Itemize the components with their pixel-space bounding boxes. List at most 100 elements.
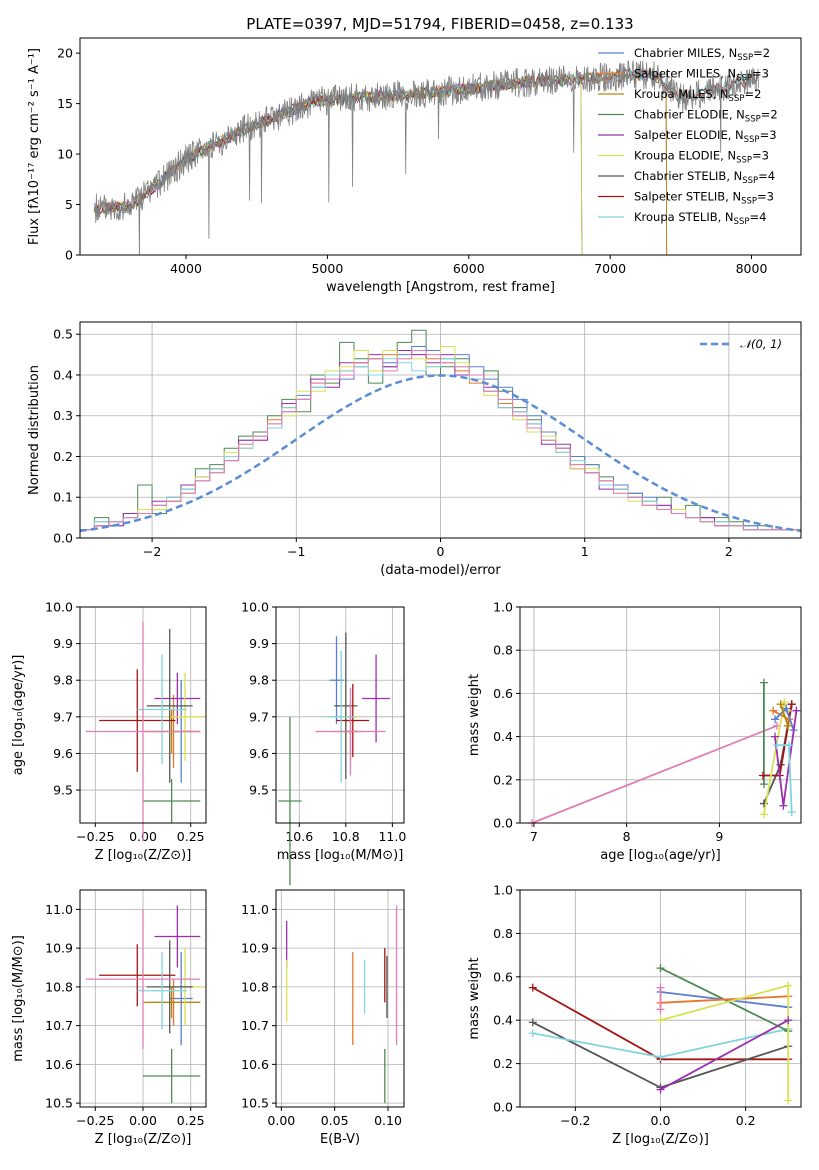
- y-tick-label: 0.1: [53, 490, 73, 505]
- age-vs-mass-panel: 10.6 10.8 11.0 9.5 9.6 9.7 9.8 9.9 10.0 mass [log…: [241, 600, 406, 886]
- y-tick-label: 9.8: [53, 673, 73, 688]
- plot-frame: [79, 321, 802, 539]
- y-tick-label: 0.0: [493, 1100, 513, 1115]
- mass-weight-line: [774, 710, 798, 806]
- x-tick-label: 8: [623, 829, 631, 844]
- y-tick-label: 9.5: [249, 783, 269, 798]
- data-point-marker: [792, 706, 801, 715]
- x-tick-label: 0.2: [736, 1113, 756, 1128]
- y-tick-label: 0.4: [53, 367, 73, 382]
- plot-frame: [79, 889, 207, 1108]
- mass-weight-line: [660, 995, 789, 1004]
- x-tick-label: 10.6: [285, 829, 313, 844]
- mass-weight-line: [779, 703, 789, 727]
- y-tick-label: 20: [57, 46, 73, 61]
- x-tick-label: 2: [725, 544, 733, 559]
- plot-frame: [275, 606, 405, 824]
- y-tick-label: 0.4: [493, 729, 513, 744]
- y-tick-label: 10.7: [45, 1018, 73, 1033]
- data-point-marker: [776, 700, 785, 709]
- data-point-marker: [771, 715, 780, 724]
- data-point-marker: [528, 983, 537, 992]
- x-tick-label: 5000: [311, 261, 343, 276]
- y-tick-label: 0.0: [53, 531, 73, 546]
- data-point-marker: [784, 741, 793, 750]
- y-tick-label: 9.7: [53, 709, 73, 724]
- data-point-marker: [787, 808, 796, 817]
- x-tick-label: 0.00: [267, 1113, 295, 1128]
- legend-entry: Kroupa STELIB, NSSP=4: [634, 210, 766, 227]
- y-axis-label: age [log₁₀(age/yr)]: [11, 655, 26, 776]
- x-tick-label: 9: [715, 829, 723, 844]
- y-tick-label: 0.6: [493, 969, 513, 984]
- mass-weight-vs-age-panel: 7 8 9 0.0 0.2 0.4 0.6 0.8 1.0 age [log₁₀(age/yr)]…: [467, 600, 802, 863]
- data-point-marker: [787, 700, 796, 709]
- x-tick-label: −0.25: [76, 1113, 114, 1128]
- x-tick-label: 4000: [170, 261, 202, 276]
- mass-weight-line: [531, 724, 778, 824]
- y-tick-label: 9.9: [53, 636, 73, 651]
- y-tick-label: 10.6: [45, 1057, 73, 1072]
- y-tick-label: 9.6: [249, 746, 269, 761]
- data-point-marker: [528, 1018, 537, 1027]
- y-tick-label: 0.2: [53, 449, 73, 464]
- x-tick-label: 11.0: [378, 829, 406, 844]
- legend-entry: Kroupa MILES, NSSP=2: [634, 87, 761, 104]
- y-tick-label: 10.0: [241, 600, 269, 615]
- x-axis-label: wavelength [Angstrom, rest frame]: [326, 280, 555, 295]
- y-tick-label: 11.0: [241, 902, 269, 917]
- legend-entry: 𝒩(0, 1): [740, 337, 782, 351]
- y-tick-label: 9.5: [53, 783, 73, 798]
- plot-frame: [79, 606, 207, 824]
- legend-entry: Salpeter ELODIE, NSSP=3: [634, 128, 777, 145]
- y-tick-label: 0.5: [53, 327, 73, 342]
- x-axis-label: E(B-V): [320, 1132, 360, 1147]
- data-point-marker: [656, 1053, 665, 1062]
- y-tick-label: 10.9: [241, 941, 269, 956]
- x-axis-label: mass [log₁₀(M/M⊙)]: [277, 848, 404, 863]
- y-tick-label: 9.7: [249, 709, 269, 724]
- y-tick-label: 10.6: [241, 1057, 269, 1072]
- residual-histogram-panel: −2 −1 0 1 2 0.0 0.1 0.2 0.3 0.4 0.5 (data-model)/er…: [27, 321, 802, 578]
- y-tick-label: 0.2: [493, 1056, 513, 1071]
- plot-frame: [79, 37, 802, 256]
- y-tick-label: 1.0: [493, 600, 513, 615]
- y-tick-label: 0.0: [493, 816, 513, 831]
- histogram-series: [79, 350, 801, 538]
- y-axis-label: mass weight: [467, 957, 482, 1039]
- x-tick-label: 7000: [594, 261, 626, 276]
- data-point-marker: [771, 732, 780, 741]
- y-axis-label: Normed distribution: [27, 365, 42, 495]
- legend-entry: Salpeter MILES, NSSP=3: [634, 67, 769, 84]
- legend-entry: Chabrier MILES, NSSP=2: [634, 46, 770, 63]
- data-point-marker: [784, 1096, 793, 1105]
- y-tick-label: 1.0: [493, 883, 513, 898]
- data-point-marker: [528, 1029, 537, 1038]
- mass-vs-metallicity-panel: −0.25 0.00 0.25 10.5 10.6 10.7 10.8 10.9 11.0 Z […: [11, 889, 207, 1147]
- x-tick-label: −2: [143, 544, 161, 559]
- x-tick-label: 0.05: [321, 1113, 349, 1128]
- y-tick-label: 0.2: [493, 772, 513, 787]
- data-point-marker: [656, 983, 665, 992]
- y-tick-label: 0.4: [493, 1013, 513, 1028]
- legend-entry: Salpeter STELIB, NSSP=3: [634, 190, 774, 207]
- y-tick-label: 0.8: [493, 643, 513, 658]
- y-tick-label: 10.8: [241, 979, 269, 994]
- plot-frame: [275, 889, 405, 1108]
- y-tick-label: 5: [65, 197, 73, 212]
- data-point-marker: [769, 706, 778, 715]
- x-tick-label: 0.0: [651, 1113, 671, 1128]
- legend-entry: Kroupa ELODIE, NSSP=3: [634, 149, 769, 166]
- x-axis-label: Z [log₁₀(Z/Z⊙)]: [95, 848, 192, 863]
- y-tick-label: 10.5: [45, 1096, 73, 1111]
- data-point-marker: [759, 810, 768, 819]
- x-axis-label: Z [log₁₀(Z/Z⊙)]: [95, 1132, 192, 1147]
- y-tick-label: 10.9: [45, 941, 73, 956]
- y-tick-label: 0.8: [493, 926, 513, 941]
- x-tick-label: 0.00: [129, 1113, 157, 1128]
- mass-weight-line: [772, 709, 790, 721]
- data-point-marker: [782, 704, 791, 713]
- y-tick-label: 9.9: [249, 636, 269, 651]
- y-tick-label: 0.3: [53, 408, 73, 423]
